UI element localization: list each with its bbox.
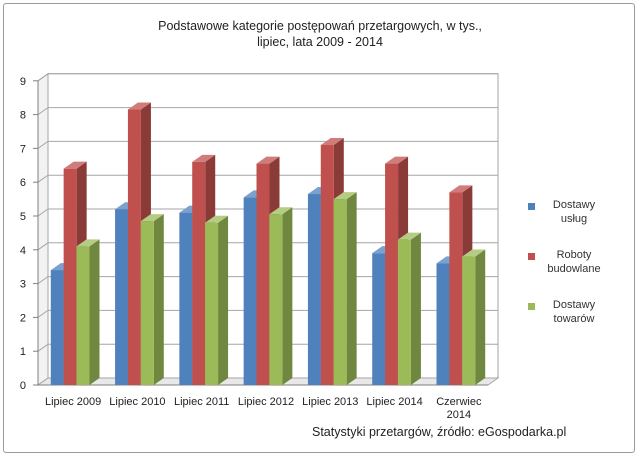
bar-side — [475, 249, 486, 385]
chart-title-line-2: lipiec, lata 2009 - 2014 — [257, 35, 383, 49]
bar — [140, 221, 154, 385]
x-tick-label: Czerwiec 2014 — [436, 396, 482, 421]
legend-item-dostawy-uslug: Dostawy usług — [528, 198, 628, 228]
legend-label-line: Dostawy — [552, 199, 596, 211]
bar-top — [127, 102, 151, 110]
x-tick-label: Lipiec 2011 — [173, 396, 230, 408]
bar-side — [282, 207, 293, 385]
bar — [307, 194, 321, 385]
y-tick-label: 4 — [20, 245, 26, 257]
bar — [462, 256, 476, 385]
bar-top — [462, 249, 486, 257]
bar-top — [205, 215, 229, 223]
bar — [243, 197, 257, 385]
bar-top — [269, 207, 293, 215]
bar-top — [397, 232, 421, 240]
y-tick-label: 0 — [20, 380, 26, 392]
bar — [397, 239, 411, 385]
bar-side — [89, 239, 100, 385]
y-tick-label: 6 — [20, 177, 26, 189]
bar — [63, 168, 77, 385]
bar-top — [333, 192, 357, 200]
chart-title: Podstawowe kategorie postępowań przetarg… — [120, 18, 520, 50]
legend-label-line: towarów — [553, 313, 595, 325]
bar-top — [320, 138, 344, 146]
legend-item-dostawy-towarow: Dostawy towarów — [528, 298, 628, 328]
bar — [115, 209, 129, 385]
gridline — [37, 107, 498, 116]
x-tick-label: Lipiec 2009 — [45, 396, 102, 408]
bar-side — [153, 214, 164, 385]
legend-swatch-dostawy-uslug — [528, 203, 535, 210]
legend-label-line: Roboty — [556, 249, 592, 261]
bar — [333, 199, 347, 385]
x-tick-label: Lipiec 2010 — [109, 396, 166, 408]
bar — [269, 214, 283, 385]
bar — [179, 212, 193, 385]
legend-label-dostawy-uslug: Dostawy usług — [538, 198, 610, 226]
y-tick-label: 8 — [20, 110, 26, 122]
legend-swatch-dostawy-towarow — [528, 303, 535, 310]
legend-item-roboty-budowlane: Roboty budowlane — [528, 248, 628, 278]
bar-top — [76, 239, 100, 247]
y-tick-label: 9 — [20, 76, 26, 88]
bar — [192, 161, 206, 385]
legend-swatch-roboty-budowlane — [528, 253, 535, 260]
bar-side — [410, 232, 421, 385]
y-tick-label: 3 — [20, 279, 26, 291]
bar-side — [346, 192, 357, 385]
y-tick-label: 7 — [20, 143, 26, 155]
bar — [76, 246, 90, 385]
bar-top — [449, 185, 473, 193]
gridline — [37, 73, 498, 82]
legend-label-line: usług — [560, 213, 588, 225]
legend-label-dostawy-towarow: Dostawy towarów — [538, 298, 610, 326]
y-tick-label: 2 — [20, 312, 26, 324]
gridline — [37, 140, 498, 149]
bar — [127, 109, 141, 385]
bar-top — [63, 161, 87, 169]
bar-side — [218, 215, 229, 385]
source-note: Statystyki przetargów, źródło: eGospodar… — [312, 425, 567, 439]
bar-top — [192, 154, 216, 162]
bar-top — [140, 214, 164, 222]
bar — [320, 145, 334, 385]
legend-label-line: Dostawy — [552, 299, 596, 311]
bar — [436, 263, 450, 385]
y-tick-label: 5 — [20, 211, 26, 223]
bar-top — [256, 156, 280, 164]
x-tick-label: Lipiec 2013 — [302, 396, 359, 408]
plot-side-wall — [37, 72, 49, 386]
bar — [385, 163, 399, 385]
legend-label-roboty-budowlane: Roboty budowlane — [538, 248, 610, 276]
bar — [372, 253, 386, 385]
x-tick-label: Lipiec 2012 — [237, 396, 295, 408]
bar — [50, 270, 64, 385]
chart-title-line-1: Podstawowe kategorie postępowań przetarg… — [158, 19, 482, 33]
bar-top — [385, 156, 409, 164]
y-tick-label: 1 — [20, 346, 26, 358]
x-tick-label: Lipiec 2014 — [366, 396, 423, 408]
bar — [256, 163, 270, 385]
gridline — [37, 174, 498, 183]
bar — [205, 222, 219, 385]
bar — [449, 192, 463, 385]
legend-label-line: budowlane — [547, 263, 601, 275]
